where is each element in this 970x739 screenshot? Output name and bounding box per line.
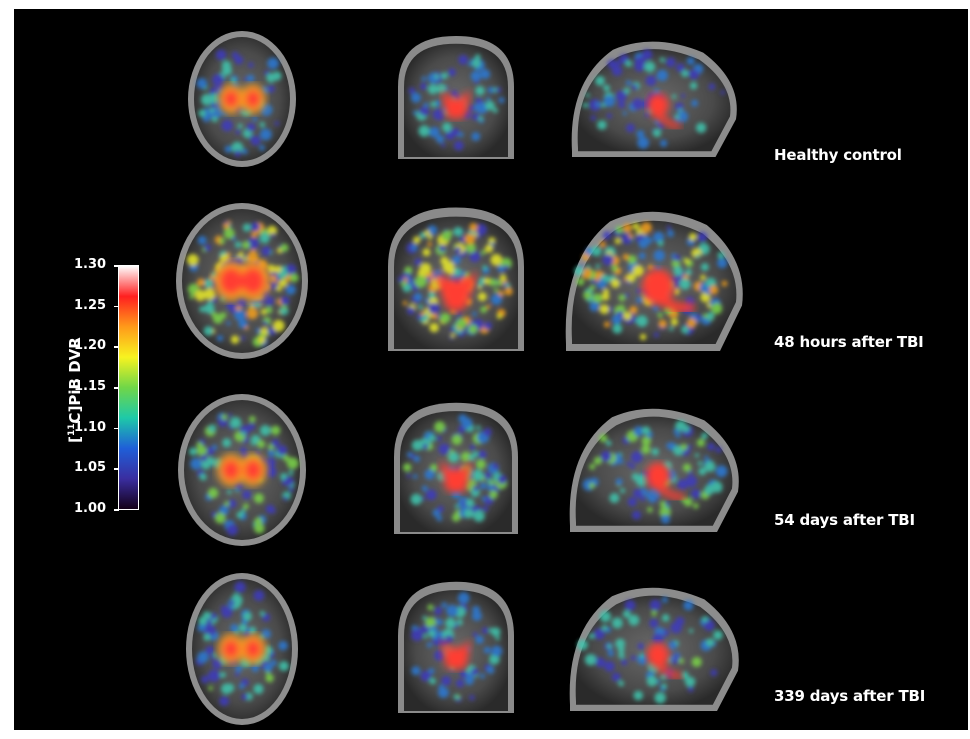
sagittal-view-scan <box>569 587 739 711</box>
coronal-view-scan <box>394 402 518 534</box>
sagittal-view-scan <box>571 41 737 157</box>
colorbar-tick-mark <box>114 265 119 267</box>
axial-view-scan <box>178 394 306 546</box>
sagittal-view-scan <box>565 211 743 351</box>
colorbar-tick-label: 1.05 <box>74 460 107 476</box>
coronal-view-scan <box>398 581 514 713</box>
row-label-48-hours: 48 hours after TBI <box>774 333 924 351</box>
row-label-54-days: 54 days after TBI <box>774 511 915 529</box>
row-label-339-days: 339 days after TBI <box>774 687 926 705</box>
colorbar-tick-label: 1.20 <box>74 338 107 354</box>
colorbar-tick-label: 1.10 <box>74 419 107 435</box>
colorbar-tick-mark <box>114 468 119 470</box>
row-label-healthy-control: Healthy control <box>774 146 902 164</box>
colorbar-tick-mark <box>114 305 119 308</box>
colorbar-tick-mark <box>114 427 119 430</box>
figure-panel: 1.30 1.25 1.20 1.15 1.10 1.05 1.00 [11C]PiB DV… <box>14 9 968 730</box>
colorbar-tick-mark <box>114 346 119 348</box>
sagittal-view-scan <box>569 408 739 532</box>
colorbar-tick-label: 1.00 <box>74 501 107 516</box>
axial-view-scan <box>188 31 296 167</box>
colorbar-tick-mark <box>114 387 119 389</box>
axial-view-scan <box>176 203 308 359</box>
colorbar-tick-mark <box>114 509 119 511</box>
pet-scan-grid <box>176 31 743 725</box>
colorbar-tick-label: 1.30 <box>74 257 107 272</box>
colorbar-scale: 1.30 1.25 1.20 1.15 1.10 1.05 1.00 <box>14 9 154 730</box>
colorbar-tick-label: 1.15 <box>74 379 107 394</box>
axial-view-scan <box>186 573 298 725</box>
coronal-view-scan <box>398 36 514 159</box>
colorbar-title: [11C]PiB DVR <box>66 337 84 443</box>
colorbar-tick-label: 1.25 <box>74 297 107 313</box>
coronal-view-scan <box>388 207 524 351</box>
